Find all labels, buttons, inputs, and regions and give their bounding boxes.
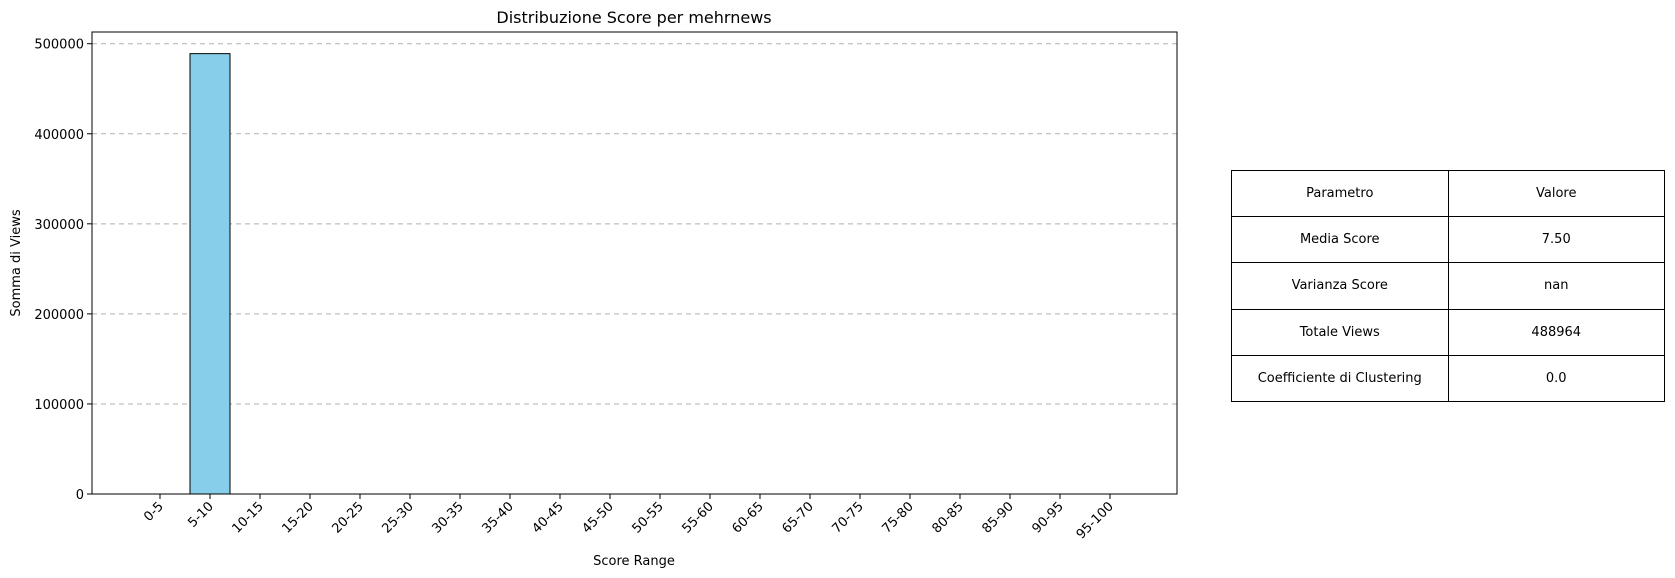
- x-tick-label: 80-85: [930, 499, 967, 536]
- table-cell-value: 7.50: [1447, 216, 1665, 264]
- table-row: Coefficiente di Clustering 0.0: [1231, 354, 1665, 403]
- x-tick-label: 15-20: [280, 499, 317, 536]
- x-tick-label: 0-5: [141, 499, 167, 525]
- x-tick-label: 50-55: [630, 499, 667, 536]
- stats-table: Parametro Valore Media Score 7.50 Varian…: [1231, 169, 1665, 403]
- table-header-row: Parametro Valore: [1231, 169, 1665, 218]
- x-tick-label: 75-80: [880, 499, 917, 536]
- y-tick-label: 300000: [34, 218, 84, 233]
- table-cell-param: Media Score: [1231, 216, 1449, 264]
- y-tick-label: 100000: [34, 398, 84, 413]
- table-cell-param: Totale Views: [1231, 308, 1449, 356]
- table-row: Media Score 7.50: [1231, 216, 1665, 264]
- y-tick-label: 500000: [34, 38, 84, 53]
- x-tick-label: 30-35: [430, 499, 467, 536]
- x-tick-label: 95-100: [1074, 499, 1117, 542]
- x-tick-label: 10-15: [230, 499, 267, 536]
- plot-frame: [91, 31, 1178, 495]
- table-row: Varianza Score nan: [1231, 262, 1665, 310]
- x-tick-label: 5-10: [185, 499, 216, 530]
- table-cell-value: 0.0: [1447, 354, 1665, 403]
- table-cell-param: Coefficiente di Clustering: [1231, 354, 1449, 403]
- x-tick-label: 65-70: [780, 499, 817, 536]
- table-cell-param: Varianza Score: [1231, 262, 1449, 310]
- x-tick-label: 40-45: [530, 499, 567, 536]
- x-tick-label: 55-60: [680, 499, 717, 536]
- y-axis-ticks: 0 100000 200000 300000 400000 500000: [34, 38, 92, 503]
- x-tick-label: 25-30: [380, 499, 417, 536]
- x-tick-label: 85-90: [980, 499, 1017, 536]
- bars: [189, 53, 231, 495]
- gridlines: [92, 43, 1177, 495]
- y-axis-label: Somma di Views: [9, 209, 24, 316]
- x-tick-label: 90-95: [1030, 499, 1067, 536]
- bar: [189, 53, 231, 495]
- table-row: Totale Views 488964: [1231, 308, 1665, 356]
- y-tick-label: 400000: [34, 128, 84, 143]
- x-axis-ticks: 0-5 5-10 10-15 15-20 20-25 25-30 30-35 35-40 40-…: [141, 494, 1117, 542]
- table-header-cell: Valore: [1447, 169, 1665, 218]
- chart-title: Distribuzione Score per mehrnews: [496, 8, 771, 27]
- x-tick-label: 20-25: [330, 499, 367, 536]
- x-tick-label: 60-65: [730, 499, 767, 536]
- x-tick-label: 70-75: [830, 499, 867, 536]
- table-cell-value: nan: [1447, 262, 1665, 310]
- x-tick-label: 45-50: [580, 499, 617, 536]
- table-cell-value: 488964: [1447, 308, 1665, 356]
- x-axis-label: Score Range: [593, 554, 675, 569]
- table-header-cell: Parametro: [1231, 169, 1449, 218]
- y-tick-label: 0: [76, 488, 84, 503]
- y-tick-label: 200000: [34, 308, 84, 323]
- x-tick-label: 35-40: [480, 499, 517, 536]
